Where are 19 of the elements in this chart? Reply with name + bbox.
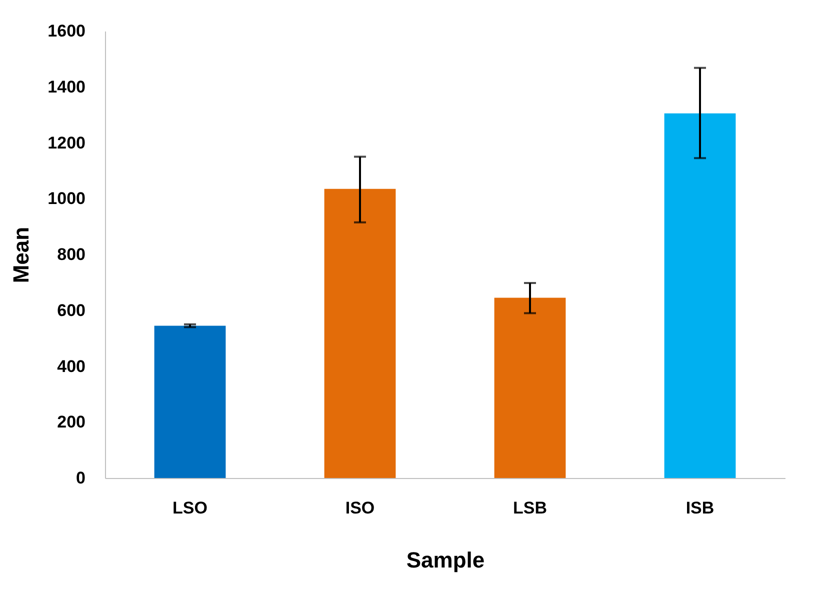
y-tick-label: 0 — [76, 468, 86, 488]
x-tick-label: ISB — [686, 498, 714, 518]
y-tick-label: 600 — [57, 300, 86, 320]
x-axis-title: Sample — [406, 548, 485, 572]
x-tick-label: LSB — [513, 498, 547, 518]
bar — [154, 326, 226, 478]
y-tick-label: 1600 — [48, 22, 86, 40]
y-tick-label: 1400 — [48, 77, 86, 96]
y-tick-label: 400 — [57, 356, 86, 376]
y-tick-label: 200 — [57, 412, 86, 432]
bar — [324, 188, 396, 478]
x-tick-label: LSO — [172, 498, 208, 518]
y-tick-label: 1000 — [48, 189, 86, 208]
y-axis-title: Mean — [8, 226, 34, 284]
y-tick-label: 1200 — [48, 133, 86, 152]
y-tick-label: 800 — [57, 245, 86, 264]
x-tick-label: ISO — [345, 498, 375, 518]
bar — [664, 113, 736, 478]
bar — [494, 298, 566, 478]
